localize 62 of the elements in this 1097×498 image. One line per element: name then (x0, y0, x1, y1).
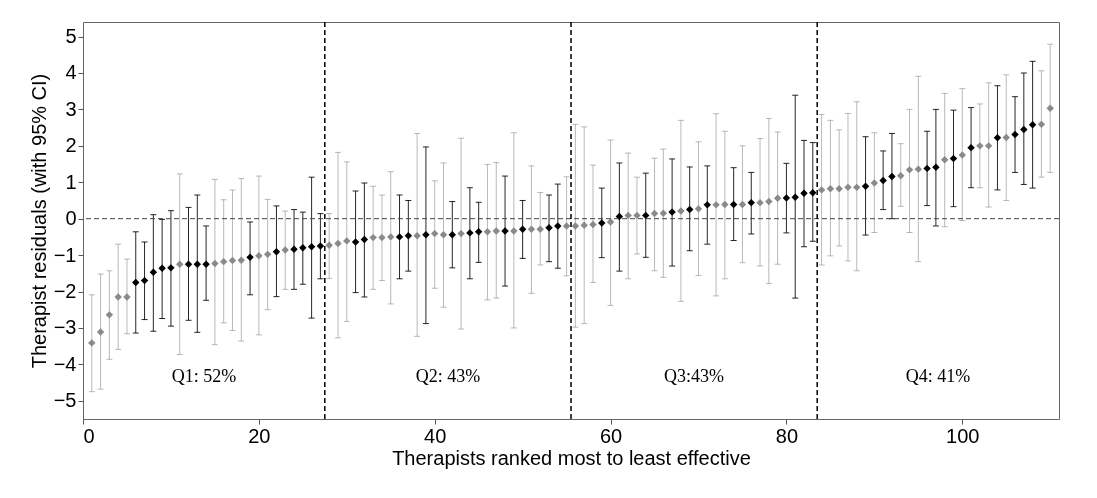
x-tick-label: 80 (775, 424, 799, 447)
point (879, 176, 887, 185)
point (782, 194, 791, 202)
point (351, 238, 360, 246)
point (132, 278, 140, 287)
point (184, 260, 193, 268)
y-tick-label: 1 (65, 170, 77, 193)
point (518, 225, 527, 233)
point (299, 244, 307, 252)
point (1028, 121, 1037, 129)
annotation: Q1: 52% (171, 366, 237, 386)
point (791, 193, 799, 201)
annotation: Q2: 43% (415, 366, 481, 386)
y-tick-label: −5 (53, 389, 77, 412)
point (422, 231, 430, 239)
point (888, 172, 896, 181)
point (685, 205, 694, 214)
point (993, 134, 1002, 142)
point (861, 182, 870, 190)
point (932, 163, 940, 172)
y-tick-label: −2 (53, 280, 77, 303)
x-tick-label: 20 (248, 424, 271, 447)
y-tick-label: −1 (53, 243, 77, 266)
point (404, 232, 413, 240)
point (949, 154, 958, 163)
point (729, 200, 738, 209)
x-tick-label: 40 (424, 424, 447, 447)
point (158, 264, 166, 272)
point (395, 233, 404, 241)
x-axis-title: Therapists ranked most to least effective (392, 446, 751, 469)
point (316, 242, 325, 250)
point (923, 164, 931, 173)
point (307, 243, 316, 251)
point (149, 268, 158, 276)
point (1020, 125, 1028, 134)
y-tick-label: 3 (65, 97, 77, 120)
x-tick-label: 0 (83, 424, 95, 447)
point (967, 143, 975, 152)
y-tick-label: 0 (65, 207, 77, 230)
point (642, 211, 650, 220)
point (474, 228, 483, 236)
point (809, 189, 817, 197)
point (246, 253, 254, 261)
point (272, 248, 281, 256)
point (448, 231, 457, 239)
x-tick-label: 100 (946, 424, 980, 447)
point (140, 276, 149, 285)
point (360, 235, 369, 244)
x-tick-label: 60 (599, 424, 623, 447)
point (703, 201, 711, 209)
point (193, 260, 202, 268)
y-tick-label: 5 (65, 25, 77, 48)
y-tick-label: 2 (65, 134, 77, 157)
annotation: Q3:43% (664, 366, 725, 386)
point (1011, 130, 1019, 139)
y-axis-title: Therapist residuals (with 95% CI) (27, 73, 50, 369)
annotation: Q4: 41% (905, 366, 971, 386)
point (747, 198, 755, 207)
y-tick-label: 4 (65, 61, 77, 84)
y-tick-label: −4 (53, 352, 77, 375)
point (202, 260, 210, 268)
y-tick-label: −3 (53, 316, 77, 339)
